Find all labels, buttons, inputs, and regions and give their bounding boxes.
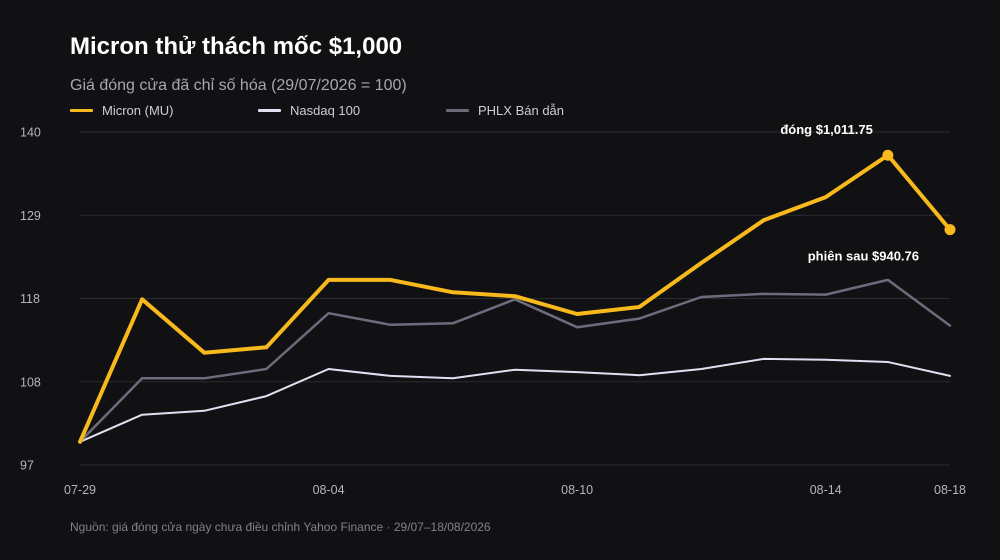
source-note: Nguồn: giá đóng cửa ngày chưa điều chỉnh…: [70, 520, 491, 534]
series-line-phlx-ban-dan: [78, 278, 952, 444]
x-tick-label: 08-04: [313, 483, 345, 497]
x-tick-label: 07-29: [64, 483, 96, 497]
series-line-nasdaq-100: [79, 357, 951, 443]
annotation-label: phiên sau $940.76: [808, 249, 919, 264]
annotation-marker: [944, 224, 956, 236]
y-tick-label: 129: [20, 209, 41, 223]
y-tick-label: 140: [20, 126, 41, 140]
annotation-marker: [882, 149, 894, 161]
legend-item-micron: Micron (MU): [70, 101, 174, 119]
y-tick-label: 97: [20, 459, 34, 473]
legend-swatch-micron: [70, 108, 93, 112]
y-tick-label: 108: [20, 375, 41, 389]
y-tick-label: 118: [20, 292, 40, 306]
legend-swatch-nasdaq-100: [258, 108, 281, 112]
legend-label-phlx: PHLX Bán dẫn: [478, 102, 565, 118]
annotation-label: đóng $1,011.75: [780, 122, 873, 137]
x-axis: 07-29 08-04 08-10 08-14 08-18: [64, 483, 966, 497]
series-line-micron-mu: [78, 153, 952, 444]
legend-label-nasdaq-100: Nasdaq 100: [290, 102, 361, 118]
legend: Micron (MU) Nasdaq 100 PHLX Bán dẫn: [70, 101, 670, 119]
x-tick-label: 08-10: [561, 483, 593, 497]
x-tick-label: 08-18: [934, 483, 966, 497]
legend-item-nasdaq-100: Nasdaq 100: [258, 101, 360, 119]
legend-item-phlx: PHLX Bán dẫn: [446, 101, 564, 119]
chart-subtitle: Giá đóng cửa đã chỉ số hóa (29/07/2026 =…: [70, 77, 407, 94]
legend-swatch-phlx: [446, 108, 469, 112]
series-lines: [78, 153, 952, 444]
chart-title: Micron thử thách mốc $1,000: [70, 33, 403, 60]
annotations: đóng $1,011.75 phiên sau $940.76: [780, 122, 956, 264]
legend-label-micron: Micron (MU): [102, 102, 174, 118]
y-axis: 97 108 118 129 140: [20, 126, 41, 473]
x-tick-label: 08-14: [810, 483, 842, 497]
